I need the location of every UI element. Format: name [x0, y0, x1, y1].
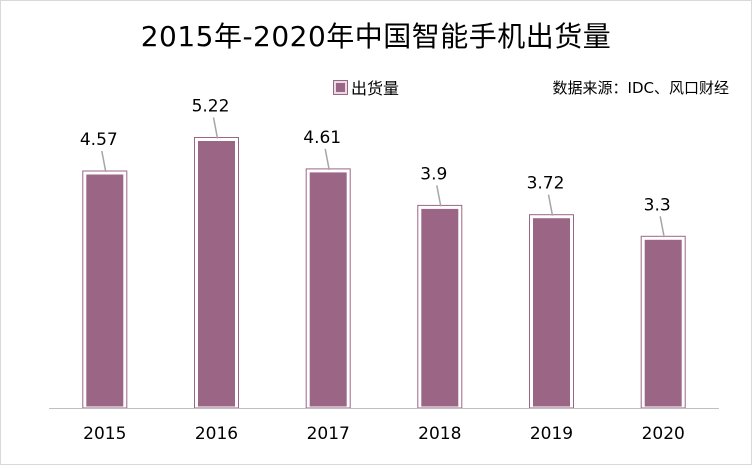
source-note: 数据来源：IDC、风口财经	[552, 79, 729, 97]
legend: 出货量	[333, 77, 400, 98]
legend-swatch	[333, 79, 348, 95]
bar-2019	[530, 215, 573, 410]
bar-2018	[418, 205, 462, 410]
x-tick-2016: 2016	[195, 424, 238, 444]
leader-line-2017	[324, 148, 330, 171]
data-label-2015: 4.57	[80, 130, 118, 150]
x-tick-2020: 2020	[642, 424, 685, 444]
leader-line-2015	[101, 150, 107, 173]
leader-line-2020	[659, 216, 665, 238]
x-tick-2018: 2018	[418, 424, 461, 444]
x-tick-labels-group: 2015 2016 2017 2018 2019 2020	[83, 424, 685, 444]
chart-title: 2015年-2020年中国智能手机出货量	[140, 20, 612, 53]
data-label-2019: 3.72	[527, 174, 565, 194]
bar-2016	[195, 138, 238, 410]
bar-2020	[641, 236, 685, 410]
data-label-2018: 3.9	[420, 164, 447, 184]
x-tick-2017: 2017	[307, 424, 350, 444]
data-label-2020: 3.3	[644, 195, 671, 215]
bars-group	[82, 137, 686, 410]
data-labels-group: 4.57 5.22 4.61 3.9 3.72 3.3	[80, 97, 671, 238]
legend-label: 出货量	[351, 79, 400, 98]
leader-line-2019	[547, 194, 554, 216]
leader-line-2018	[436, 185, 442, 207]
data-label-2016: 5.22	[192, 97, 230, 117]
x-tick-2019: 2019	[530, 424, 573, 444]
x-tick-2015: 2015	[83, 424, 126, 444]
leader-line-2016	[212, 117, 219, 139]
bar-2017	[306, 169, 350, 410]
bar-2015	[83, 171, 127, 410]
data-label-2017: 4.61	[303, 128, 341, 148]
